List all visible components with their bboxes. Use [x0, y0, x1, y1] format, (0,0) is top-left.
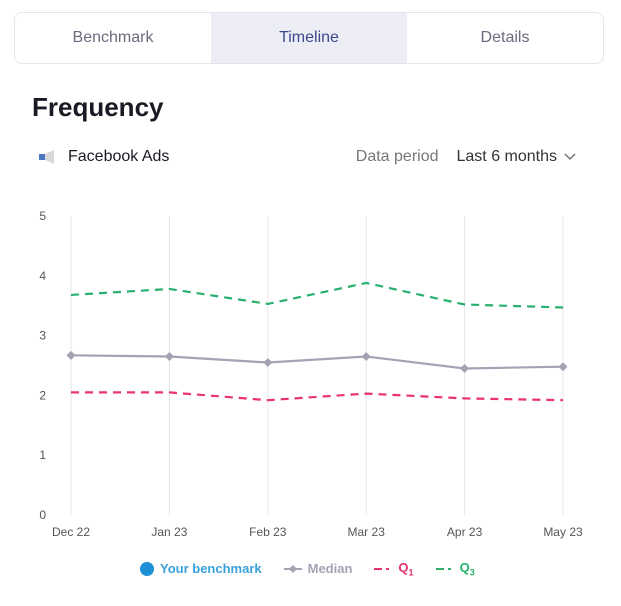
- y-tick-label: 0: [39, 508, 46, 522]
- legend-benchmark[interactable]: Your benchmark: [140, 561, 262, 576]
- median-point: [558, 362, 568, 372]
- series-q3-line: [70, 281, 564, 309]
- view-tabs: Benchmark Timeline Details: [14, 12, 604, 64]
- tab-timeline[interactable]: Timeline: [211, 13, 407, 63]
- legend-q1[interactable]: Q1: [374, 560, 414, 578]
- x-tick-label: May 23: [543, 525, 583, 539]
- series-q1-line: [71, 391, 564, 402]
- x-tick-label: Dec 22: [52, 525, 90, 539]
- frequency-chart: Dec 22 Jan 23 Feb 23 Mar 23 Apr 23 May 23 0 1 2 3…: [39, 209, 583, 539]
- legend-median[interactable]: Median: [283, 561, 353, 577]
- median-point: [460, 363, 470, 373]
- dashed-line-icon: [435, 567, 451, 570]
- legend-median-label: Median: [307, 561, 353, 577]
- page-title: Frequency: [32, 92, 164, 122]
- legend-q1-label: Q1: [398, 560, 414, 578]
- y-tick-label: 4: [39, 269, 46, 283]
- median-point: [164, 352, 174, 362]
- circle-icon: [140, 561, 154, 576]
- source-label: Facebook Ads: [68, 148, 170, 165]
- median-point: [66, 350, 76, 360]
- median-point: [361, 352, 371, 362]
- y-tick-label: 5: [39, 209, 46, 223]
- legend-benchmark-label: Your benchmark: [160, 561, 262, 577]
- y-tick-label: 1: [39, 448, 46, 462]
- megaphone-icon: [39, 150, 54, 164]
- dashed-line-icon: [374, 567, 390, 570]
- data-period-value: Last 6 months: [456, 148, 558, 165]
- series-median-line: [70, 354, 564, 370]
- diamond-line-icon: [283, 564, 302, 573]
- source: Facebook Ads: [38, 148, 169, 166]
- tab-details[interactable]: Details: [480, 29, 530, 46]
- legend-q3[interactable]: Q3: [435, 560, 475, 578]
- tab-benchmark[interactable]: Benchmark: [72, 29, 154, 46]
- x-tick-label: Feb 23: [249, 525, 287, 539]
- x-tick-label: Jan 23: [151, 525, 187, 539]
- x-tick-label: Apr 23: [447, 525, 483, 539]
- data-period-label: Data period: [355, 148, 439, 165]
- median-point: [263, 358, 273, 368]
- legend-q3-label: Q3: [459, 560, 475, 578]
- y-tick-label: 2: [39, 388, 46, 402]
- data-period: Data period Last 6 months: [356, 148, 577, 166]
- x-tick-label: Mar 23: [348, 525, 386, 539]
- y-tick-label: 3: [39, 329, 46, 343]
- legend: Your benchmark Median Q1 Q3: [140, 560, 497, 578]
- chevron-down-icon: [564, 153, 576, 160]
- data-period-select[interactable]: Last 6 months: [457, 148, 578, 166]
